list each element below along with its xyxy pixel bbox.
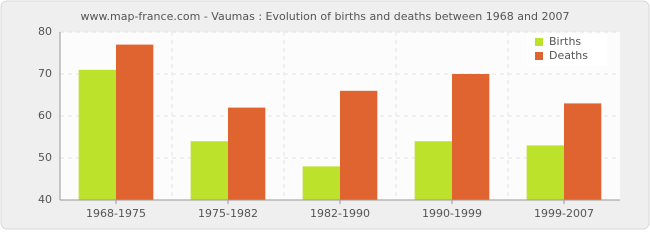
- bar: [78, 69, 116, 200]
- x-tick-label: 1975-1982: [198, 207, 258, 220]
- y-tick-label: 80: [38, 25, 52, 38]
- bar: [564, 103, 602, 200]
- x-tick-label: 1990-1999: [422, 207, 482, 220]
- x-tick-label: 1999-2007: [534, 207, 594, 220]
- legend-swatch: [535, 38, 543, 46]
- bar: [116, 44, 154, 200]
- y-tick-label: 50: [38, 151, 52, 164]
- legend-swatch: [535, 52, 543, 60]
- chart-title: www.map-france.com - Vaumas : Evolution …: [81, 10, 570, 23]
- bar: [302, 166, 340, 200]
- chart: www.map-france.com - Vaumas : Evolution …: [0, 0, 650, 230]
- y-tick-label: 60: [38, 109, 52, 122]
- x-tick-label: 1982-1990: [310, 207, 370, 220]
- bar: [340, 90, 378, 200]
- x-tick-label: 1968-1975: [86, 207, 146, 220]
- bar: [526, 145, 564, 200]
- legend-label: Deaths: [549, 49, 588, 62]
- bar: [452, 74, 490, 200]
- bar: [228, 107, 266, 200]
- page: {"chart_data": {"type": "bar", "title": …: [0, 0, 650, 230]
- bar: [414, 141, 452, 200]
- bar: [190, 141, 228, 200]
- legend-label: Births: [549, 35, 581, 48]
- y-tick-label: 40: [38, 193, 52, 206]
- y-tick-label: 70: [38, 67, 52, 80]
